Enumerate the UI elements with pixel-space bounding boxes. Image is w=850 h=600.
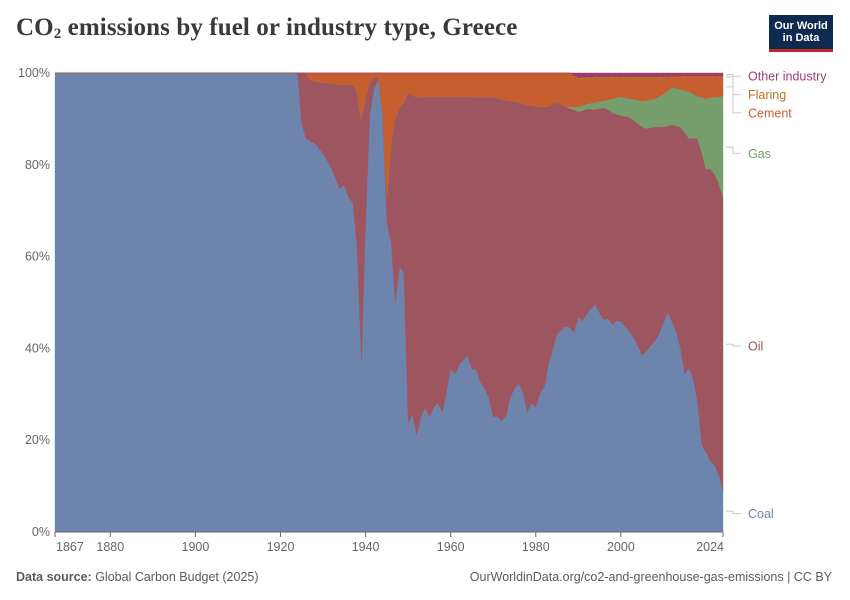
y-tick-label: 60% (25, 250, 50, 264)
x-tick-label: 1867 (56, 540, 84, 554)
legend-label-oil[interactable]: Oil (748, 340, 763, 354)
logo-line-1: Our World (774, 20, 828, 32)
y-tick-label: 80% (25, 158, 50, 172)
legend-label-other-industry[interactable]: Other industry (748, 70, 827, 84)
x-tick-label: 1900 (182, 540, 210, 554)
legend-leader-gas (726, 146, 741, 154)
legend-label-coal[interactable]: Coal (748, 507, 774, 521)
x-tick-label: 1880 (96, 540, 124, 554)
legend-leader-coal (726, 510, 741, 515)
source-url[interactable]: OurWorldinData.org/co2-and-greenhouse-ga… (469, 570, 832, 584)
legend-leader-cement (726, 86, 741, 114)
legend-label-flaring[interactable]: Flaring (748, 88, 786, 102)
axes: 0% 20% 40% 60% 80% 100% 1867 1880 1900 1920 1940 19… (18, 66, 724, 554)
y-tick-label: 100% (18, 66, 50, 80)
data-source: Data source: Global Carbon Budget (2025) (16, 570, 259, 584)
owid-logo[interactable]: Our World in Data (769, 15, 833, 52)
y-tick-label: 0% (32, 525, 50, 539)
stacked-areas (54, 72, 724, 533)
x-tick-label: 1960 (437, 540, 465, 554)
x-tick-label: 2024 (696, 540, 724, 554)
x-tick-label: 1920 (267, 540, 295, 554)
x-tick-label: 1940 (352, 540, 380, 554)
y-tick-label: 20% (25, 433, 50, 447)
legend-leader-other-industry (726, 74, 741, 77)
chart-title: CO2 emissions by fuel or industry type, … (16, 14, 518, 42)
x-tick-label: 2000 (607, 540, 635, 554)
x-tick-label: 1980 (522, 540, 550, 554)
legend-leader-flaring (726, 76, 741, 96)
legend-label-cement[interactable]: Cement (748, 106, 792, 120)
logo-line-2: in Data (782, 32, 820, 44)
area-other-industry[interactable] (55, 72, 724, 78)
legend: Coal Oil Gas Cement Flaring Other industry (726, 70, 827, 521)
y-tick-label: 40% (25, 341, 50, 355)
legend-leader-oil (726, 343, 741, 347)
legend-label-gas[interactable]: Gas (748, 147, 771, 161)
